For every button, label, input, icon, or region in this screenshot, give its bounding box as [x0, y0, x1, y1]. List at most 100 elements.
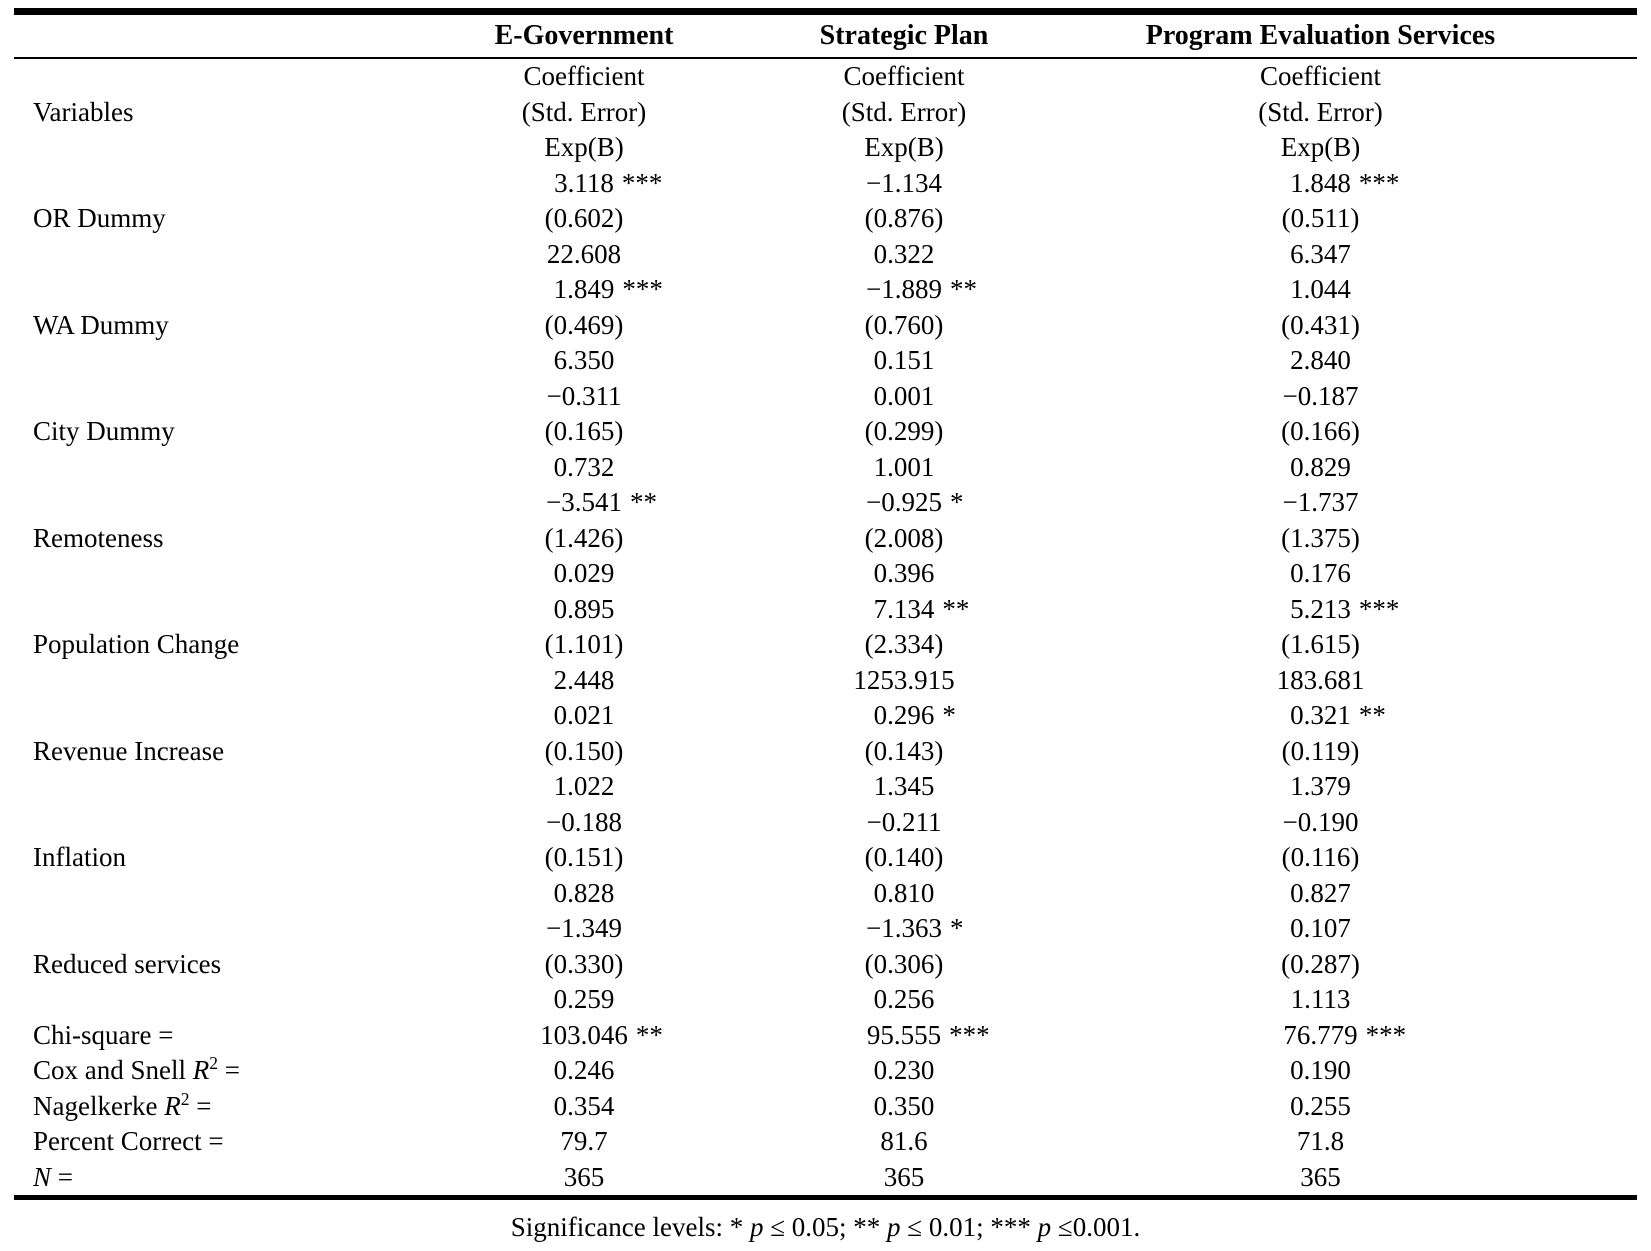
coefficient-cell: −0.211 [714, 805, 1094, 841]
coefficient-value: −0.188 [546, 806, 622, 837]
exp-b-cell: 1.001 [714, 450, 1094, 486]
summary-value: 81.6 [880, 1126, 928, 1156]
std-error-value: (0.469) [544, 309, 624, 340]
table-row: 1.022 1.345 1.379 [14, 769, 1637, 805]
coefficient-cell: −3.541 ** [454, 485, 714, 521]
table-row: Inflation −0.188 −0.211 −0.190 [14, 805, 1637, 873]
column-header-row: E-Government Strategic Plan Program Eval… [14, 11, 1637, 59]
subheader-std-error: (Std. Error) [1258, 96, 1383, 127]
std-error-value: (0.330) [544, 948, 624, 979]
summary-value: 103.046 ** [540, 1018, 663, 1054]
subheader-std-error: (Std. Error) [521, 96, 647, 127]
std-error-value: (0.116) [1281, 842, 1360, 872]
table-row: (1.101) (2.334) (1.615) [14, 627, 1637, 663]
summary-value: 365 [1300, 1161, 1341, 1192]
subheader-coefficient: Coefficient [1260, 61, 1381, 91]
significance-stars: ** [635, 1019, 663, 1050]
std-error-value: (0.119) [1281, 735, 1360, 766]
exp-b-cell: 0.151 [714, 343, 1094, 379]
exp-b-value: 183.681 [1276, 664, 1365, 695]
std-error-cell: (0.165) [454, 414, 714, 450]
std-error-value: (0.165) [544, 416, 624, 446]
column-header-strategic-plan: Strategic Plan [714, 11, 1094, 59]
exp-b-value: 0.029 [553, 558, 615, 588]
coefficient-cell: −1.737 [1094, 485, 1637, 521]
label-part: ≤ 0.01; *** [900, 1212, 1038, 1242]
table-row: Remoteness −3.541 ** −0.925 * −1.737 [14, 485, 1637, 553]
coefficient-value: −1.349 [546, 913, 622, 943]
summary-value: 365 [563, 1161, 605, 1192]
table-row: 2.448 1253.915 183.681 [14, 663, 1637, 699]
std-error-cell: (0.469) [454, 308, 714, 344]
std-error-value: (0.140) [864, 842, 944, 872]
std-error-value: (1.375) [1281, 522, 1360, 553]
exp-b-cell: 0.829 [1094, 450, 1637, 486]
significance-stars: ** [942, 593, 970, 624]
table-row: (0.330) (0.306) (0.287) [14, 947, 1637, 983]
variable-label: Reduced services [33, 948, 222, 979]
table-row: OR Dummy 3.118 *** −1.134 1.848 *** [14, 166, 1637, 234]
label-part: ≤0.001. [1051, 1212, 1141, 1242]
summary-cell: 79.7 [454, 1124, 714, 1160]
table-row: Population Change 0.895 7.134 ** 5.213 *** [14, 592, 1637, 660]
label-part: N [33, 1161, 52, 1192]
summary-label: Percent Correct = [14, 1124, 454, 1160]
exp-b-cell: 0.396 [714, 556, 1094, 592]
coefficient-cell: 1.044 [1094, 272, 1637, 308]
table-row: City Dummy −0.311 0.001 −0.187 [14, 379, 1637, 447]
exp-b-value: 0.176 [1290, 558, 1351, 588]
exp-b-value: 6.347 [1290, 238, 1351, 269]
table-row: (0.469) (0.760) (0.431) [14, 308, 1637, 344]
std-error-cell: (1.426) [454, 521, 714, 557]
coefficient-cell: 0.895 [454, 592, 714, 628]
exp-b-cell: 1.022 [454, 769, 714, 805]
subheader-exp-b: Exp(B) [544, 132, 624, 162]
std-error-cell: (0.116) [1094, 840, 1637, 876]
exp-b-value: 0.151 [873, 345, 935, 375]
exp-b-cell: 1.379 [1094, 769, 1637, 805]
label-part: Significance levels: * [510, 1212, 750, 1242]
summary-row: N = 365 365 365 [14, 1159, 1637, 1200]
label-part: = [218, 1055, 240, 1085]
coefficient-value: −1.737 [1282, 487, 1359, 517]
column-header-egovernment: E-Government [454, 11, 714, 59]
std-error-cell: (0.306) [714, 947, 1094, 983]
label-part: 2 [180, 1088, 190, 1109]
coefficient-cell: −1.363 * [714, 911, 1094, 947]
significance-stars: *** [1358, 593, 1400, 624]
std-error-cell: (0.143) [714, 734, 1094, 770]
variable-label: Remoteness [33, 522, 164, 553]
exp-b-cell: 6.347 [1094, 237, 1637, 273]
table-row: 0.828 0.810 0.827 [14, 876, 1637, 912]
significance-stars: *** [1358, 167, 1400, 198]
table-row: (0.602) (0.876) (0.511) [14, 201, 1637, 237]
summary-label: N = [14, 1159, 454, 1200]
exp-b-cell: 22.608 [454, 237, 714, 273]
exp-b-cell: 0.732 [454, 450, 714, 486]
std-error-cell: (2.008) [714, 521, 1094, 557]
summary-row: Nagelkerke R2 = 0.354 0.350 0.255 [14, 1089, 1637, 1125]
label-part: p [1037, 1212, 1052, 1242]
std-error-value: (1.101) [544, 629, 624, 659]
exp-b-cell: 183.681 [1094, 663, 1637, 699]
subheader-row: Variables Coefficient (Std. Error) Exp(B… [14, 58, 1637, 166]
variable-label: OR Dummy [33, 203, 166, 233]
table-row: (0.150) (0.143) (0.119) [14, 734, 1637, 770]
summary-value: 71.8 [1296, 1126, 1345, 1156]
std-error-value: (1.426) [544, 522, 624, 553]
subheader-cell: Coefficient (Std. Error) Exp(B) [714, 58, 1094, 166]
subheader-coefficient: Coefficient [843, 61, 965, 91]
summary-value: 365 [883, 1161, 925, 1192]
table-row: 0.732 1.001 0.829 [14, 450, 1637, 486]
summary-cell: 365 [714, 1159, 1094, 1200]
coefficient-cell: 5.213 *** [1094, 592, 1637, 628]
std-error-cell: (0.151) [454, 840, 714, 876]
std-error-cell: (0.287) [1094, 947, 1637, 983]
coefficient-value: 0.895 [553, 593, 615, 624]
table-row: 22.608 0.322 6.347 [14, 237, 1637, 273]
summary-label: Nagelkerke R2 = [14, 1089, 454, 1125]
summary-cell: 0.255 [1094, 1089, 1637, 1125]
significance-stars: *** [949, 1019, 990, 1050]
std-error-cell: (0.876) [714, 201, 1094, 237]
std-error-value: (0.602) [544, 203, 624, 233]
